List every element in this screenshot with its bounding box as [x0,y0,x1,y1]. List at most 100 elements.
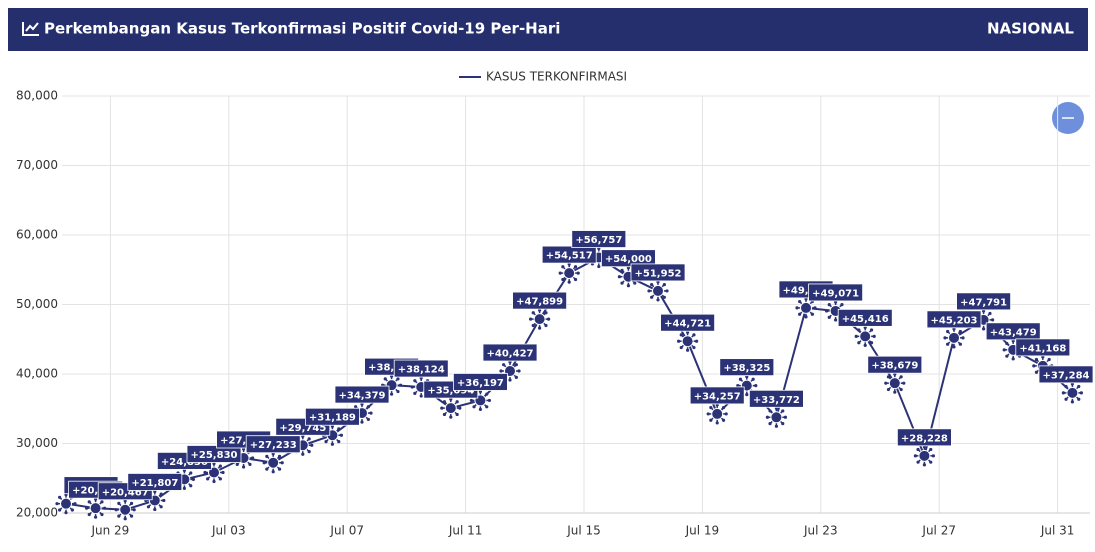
data-label: +25,830 [191,450,238,461]
marker-tip [576,271,580,275]
marker-tip [617,275,622,279]
data-label-bg [304,407,360,426]
marker-tip [301,452,305,456]
data-label-bg [571,230,627,248]
marker-tip [567,280,571,284]
marker-tip [203,470,207,475]
marker-tip [146,505,151,509]
marker-tip [529,317,533,321]
data-label-bg [512,291,567,310]
marker-tip [502,363,506,367]
marker-tip [265,454,269,458]
marker-tip [514,363,518,367]
marker-tip [884,381,888,385]
marker-body [800,301,812,314]
marker-tip [558,271,562,275]
data-label-bg [630,263,686,282]
marker-tip [662,295,666,299]
y-tick-label: 50,000 [16,297,58,311]
marker-tip [665,289,669,293]
data-label-bg [601,249,656,268]
marker-body [918,449,931,462]
marker-tip [64,511,68,515]
marker-tip [235,462,239,466]
marker-tip [561,277,565,282]
marker-tip [1032,364,1036,368]
legend-label: KASUS TERKONFIRMASI [486,70,627,84]
marker-tip [265,467,269,471]
marker-tip [277,467,282,471]
marker-tip [191,477,195,481]
marker-tip [768,422,772,426]
marker-tip [952,345,956,349]
marker-tip [886,387,891,392]
data-label: +45,203 [931,315,978,326]
marker-tip [633,281,637,285]
marker-tip [893,390,897,394]
marker-tip [597,264,601,269]
marker-tip [458,406,462,410]
marker-tip [129,514,134,518]
marker-tip [369,411,373,415]
marker-tip [517,369,521,373]
data-label: +33,772 [753,395,800,406]
data-label: +34,379 [339,391,386,402]
marker-tip [736,384,740,388]
marker-tip [399,383,403,387]
marker-tip [538,326,542,330]
marker-tip [162,498,166,503]
marker-body [533,313,546,326]
marker-tip [419,394,423,398]
marker-tip [487,398,491,403]
marker-body [89,502,102,515]
data-label-bg [452,373,508,391]
marker-tip [863,343,867,347]
data-label: +38,391 [368,363,415,374]
marker-tip [1061,391,1065,395]
marker-body [563,267,576,280]
marker-tip [251,456,255,460]
marker-tip [117,514,121,518]
marker-tip [413,391,417,396]
marker-tip [366,405,370,409]
marker-tip [1005,354,1009,358]
marker-tip [206,477,210,481]
marker-tip [561,265,565,269]
data-label: +28,228 [901,433,948,444]
marker-tip [100,512,104,517]
marker-tip [929,460,933,464]
marker-tip [798,299,802,304]
marker-tip [1064,384,1068,389]
data-label-bg [749,389,804,408]
virus-marker [1061,382,1083,404]
virus-marker [558,262,580,284]
virus-marker [677,330,699,352]
marker-tip [455,412,459,417]
marker-tip [544,311,548,315]
x-tick-label: Jul 23 [803,524,838,538]
marker-tip [531,311,535,315]
virus-marker [85,497,107,519]
marker-tip [396,389,400,394]
data-label-bg [660,313,715,332]
header-title: Perkembangan Kasus Terkonfirmasi Positif… [44,20,560,38]
marker-tip [872,334,876,338]
x-tick-label: Jul 11 [448,524,483,538]
marker-body [652,284,664,297]
marker-tip [804,315,808,319]
x-tick-label: Jul 19 [685,524,720,538]
marker-tip [886,375,891,379]
virus-marker [765,406,788,428]
data-label-bg [393,359,449,378]
marker-tip [103,506,107,510]
marker-tip [508,378,512,382]
marker-tip [410,385,414,389]
data-label: +21,807 [131,478,178,489]
marker-tip [189,484,193,488]
x-tick-label: Jul 27 [921,524,956,538]
marker-tip [58,508,62,512]
marker-tip [902,381,906,385]
marker-tip [1005,341,1009,346]
marker-tip [339,433,343,437]
data-label-bg [186,445,242,463]
